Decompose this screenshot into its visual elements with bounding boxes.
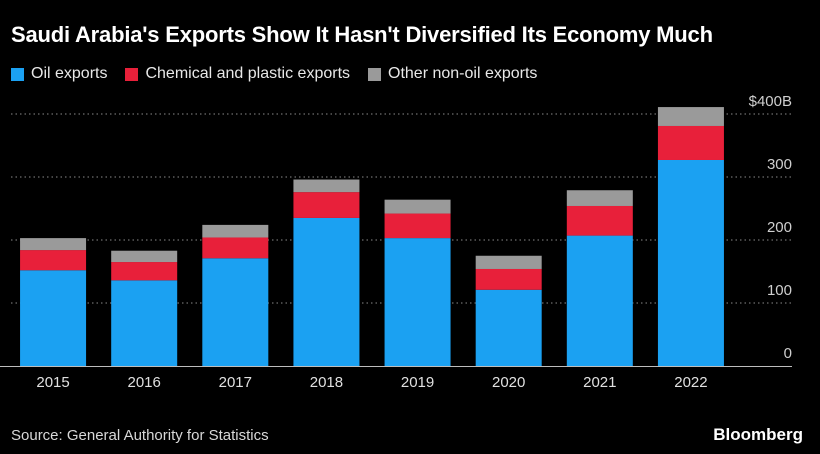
- bar-2020-other-non-oil-exports: [475, 255, 542, 269]
- legend-swatch-chemical: [125, 67, 139, 81]
- bloomberg-logo: Bloomberg: [713, 425, 803, 444]
- bar-2016-oil-exports: [111, 280, 178, 366]
- source-note: Source: General Authority for Statistics: [11, 427, 269, 444]
- y-tick-label-300: 300: [767, 156, 792, 173]
- bar-2017-chemical-and-plastic-exports: [202, 237, 269, 259]
- chart-title: Saudi Arabia's Exports Show It Hasn't Di…: [11, 22, 713, 47]
- x-tick-label-2020: 2020: [492, 374, 525, 391]
- bar-2022-other-non-oil-exports: [657, 107, 724, 126]
- bar-2016-other-non-oil-exports: [111, 250, 178, 263]
- bar-2017-oil-exports: [202, 258, 269, 366]
- bar-2019-oil-exports: [384, 238, 451, 366]
- bar-2016-chemical-and-plastic-exports: [111, 262, 178, 281]
- y-tick-label-200: 200: [767, 219, 792, 236]
- legend-item-other: Other non-oil exports: [368, 65, 537, 83]
- y-tick-label-100: 100: [767, 282, 792, 299]
- x-tick-label-2016: 2016: [128, 374, 161, 391]
- bar-2022-oil-exports: [657, 159, 724, 366]
- bar-2020-oil-exports: [475, 289, 542, 366]
- bar-2019-other-non-oil-exports: [384, 199, 451, 214]
- y-tick-label-0: 0: [784, 345, 792, 362]
- bar-2022-chemical-and-plastic-exports: [657, 125, 724, 160]
- legend-label-oil: Oil exports: [31, 65, 108, 82]
- legend-swatch-oil: [11, 67, 24, 81]
- bar-2021-oil-exports: [566, 235, 633, 366]
- x-tick-label-2022: 2022: [674, 374, 707, 391]
- x-tick-label-2015: 2015: [36, 374, 69, 391]
- bar-2018-chemical-and-plastic-exports: [293, 192, 360, 218]
- legend-swatch-other: [368, 67, 382, 81]
- x-tick-label-2021: 2021: [583, 374, 616, 391]
- bar-2018-other-non-oil-exports: [293, 179, 360, 193]
- bar-2020-chemical-and-plastic-exports: [475, 268, 542, 290]
- x-tick-label-2017: 2017: [219, 374, 252, 391]
- legend-item-oil: Oil exports: [11, 65, 107, 83]
- bar-2021-other-non-oil-exports: [566, 190, 633, 206]
- bar-2015-other-non-oil-exports: [20, 238, 87, 251]
- bar-2019-chemical-and-plastic-exports: [384, 213, 451, 239]
- bar-2015-oil-exports: [20, 270, 87, 366]
- bar-2017-other-non-oil-exports: [202, 224, 269, 238]
- bar-2021-chemical-and-plastic-exports: [566, 205, 633, 236]
- y-tick-label-400: $400B: [749, 93, 792, 110]
- bar-2018-oil-exports: [293, 217, 360, 366]
- legend-item-chemical: Chemical and plastic exports: [125, 65, 350, 83]
- legend-label-chemical: Chemical and plastic exports: [145, 65, 351, 82]
- legend: Oil exports Chemical and plastic exports…: [11, 65, 555, 83]
- x-tick-label-2019: 2019: [401, 374, 434, 391]
- legend-label-other: Other non-oil exports: [388, 65, 538, 82]
- bar-2015-chemical-and-plastic-exports: [20, 250, 87, 271]
- x-tick-label-2018: 2018: [310, 374, 343, 391]
